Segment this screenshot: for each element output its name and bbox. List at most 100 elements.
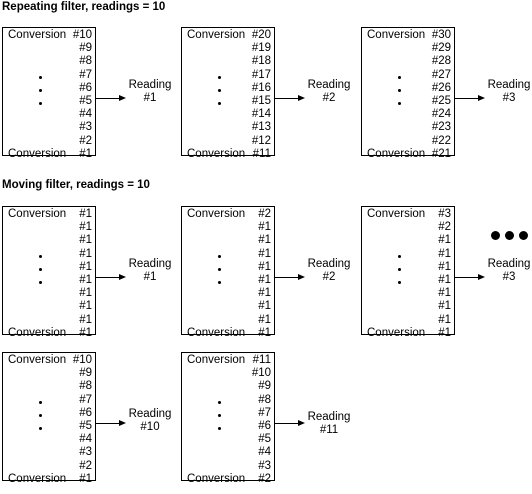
conversion-number: #1 [258, 234, 271, 247]
conversion-number: #1 [79, 234, 92, 247]
conversion-number: #28 [431, 55, 451, 68]
conversion-label-top: Conversion [187, 208, 246, 220]
conversion-number: #2 [438, 221, 451, 234]
conversion-number: #1 [79, 208, 92, 220]
reading-word: Reading [487, 79, 531, 91]
arrow-head [119, 420, 126, 426]
conversion-label-top: Conversion [8, 208, 67, 220]
arrow-head [298, 95, 305, 101]
conversion-number: #5 [79, 95, 92, 107]
conversion-number: #4 [79, 433, 92, 446]
conversion-number: #26 [431, 81, 451, 94]
reading-word: Reading [128, 258, 172, 270]
reading-number: #10 [140, 421, 160, 433]
conversion-number: #1 [258, 221, 271, 234]
ellipsis-dot [39, 414, 42, 417]
conversion-number: #2 [79, 134, 92, 147]
ellipsis-dot [218, 281, 221, 284]
arrow-line [275, 277, 299, 278]
conversion-number: #30 [431, 29, 451, 41]
arrow-line [96, 277, 120, 278]
conversion-number: #1 [79, 221, 92, 234]
conversion-number: #6 [79, 406, 92, 419]
conversion-label-top: Conversion [8, 29, 67, 41]
conversion-number: #9 [79, 42, 92, 55]
conversion-box: Conversion Conversion #3 #2 #1 #1 #1 #1 #1 #1 #1 #1 [361, 206, 455, 339]
conversion-number: #10 [72, 354, 92, 366]
conversion-label-bottom: Conversion [8, 472, 67, 485]
arrow-head [119, 274, 126, 280]
conversion-box: Conversion Conversion #20 #19 #18 #17 #16 #15 #1… [181, 27, 275, 160]
reading-label: Reading #3 [482, 258, 532, 284]
conversion-number: #1 [79, 300, 92, 313]
conversion-number: #3 [258, 459, 271, 472]
conversion-number: #8 [79, 380, 92, 393]
conversion-number: #1 [438, 326, 451, 339]
ellipsis-dot [39, 255, 42, 258]
conversion-number: #1 [258, 300, 271, 313]
conversion-number: #9 [79, 367, 92, 380]
conversion-number: #21 [431, 147, 451, 160]
ellipsis-dot [218, 102, 221, 105]
conversion-number: #11 [252, 354, 271, 366]
conversion-number: #7 [258, 406, 271, 419]
continuation-dot [491, 231, 500, 240]
conversion-number: #27 [431, 68, 451, 81]
reading-number: #3 [502, 92, 516, 104]
conversion-number: #1 [79, 147, 92, 160]
conversion-number: #1 [258, 287, 271, 300]
conversion-label-bottom: Conversion [367, 147, 426, 160]
conversion-label-bottom: Conversion [367, 326, 426, 339]
reading-word: Reading [487, 258, 531, 270]
conversion-number: #3 [79, 121, 92, 134]
arrow-line [96, 423, 120, 424]
arrow-line [455, 98, 479, 99]
conversion-number: #5 [79, 420, 92, 432]
conversion-label-top: Conversion [187, 354, 246, 366]
reading-number: #11 [319, 424, 339, 436]
section-title: Repeating filter, readings = 10 [2, 1, 166, 13]
ellipsis-dot [218, 89, 221, 92]
conversion-label-top: Conversion [187, 29, 246, 41]
conversion-number: #2 [258, 208, 271, 220]
conversion-label-top: Conversion [367, 29, 426, 41]
ellipsis-dot [39, 401, 42, 404]
conversion-number: #7 [79, 393, 92, 406]
arrow-line [455, 277, 479, 278]
conversion-number: #12 [251, 134, 271, 147]
ellipsis-dot [398, 76, 401, 79]
arrow-head [119, 95, 126, 101]
ellipsis-dot [39, 268, 42, 271]
conversion-label-bottom: Conversion [8, 326, 67, 339]
conversion-number: #1 [438, 260, 451, 273]
ellipsis-dot [398, 89, 401, 92]
reading-number: #1 [143, 271, 157, 283]
conversion-label-top: Conversion [8, 354, 67, 366]
arrow-line [275, 98, 299, 99]
conversion-label-bottom: Conversion [187, 147, 246, 160]
reading-number: #1 [143, 92, 157, 104]
ellipsis-dot [398, 255, 401, 258]
conversion-number: #19 [251, 42, 271, 55]
conversion-number: #1 [438, 274, 451, 286]
conversion-number: #11 [252, 147, 271, 160]
conversion-number: #10 [251, 367, 271, 380]
reading-word: Reading [307, 79, 351, 91]
reading-label: Reading #2 [302, 79, 356, 105]
conversion-number: #29 [431, 42, 451, 55]
ellipsis-dot [398, 102, 401, 105]
conversion-box: Conversion Conversion #2 #1 #1 #1 #1 #1 #1 #1 #1 #1 [181, 206, 275, 339]
reading-number: #2 [322, 271, 336, 283]
conversion-number: #3 [79, 446, 92, 459]
conversion-number: #17 [251, 68, 271, 81]
conversion-number: #6 [258, 420, 271, 432]
conversion-number: #1 [438, 234, 451, 247]
conversion-number: #1 [438, 287, 451, 300]
conversion-label-bottom: Conversion [187, 326, 246, 339]
conversion-number: #16 [251, 81, 271, 94]
conversion-number: #24 [431, 108, 451, 121]
arrow-line [96, 98, 120, 99]
conversion-number: #18 [251, 55, 271, 68]
arrow-head [298, 420, 305, 426]
conversion-label-bottom: Conversion [8, 147, 67, 160]
